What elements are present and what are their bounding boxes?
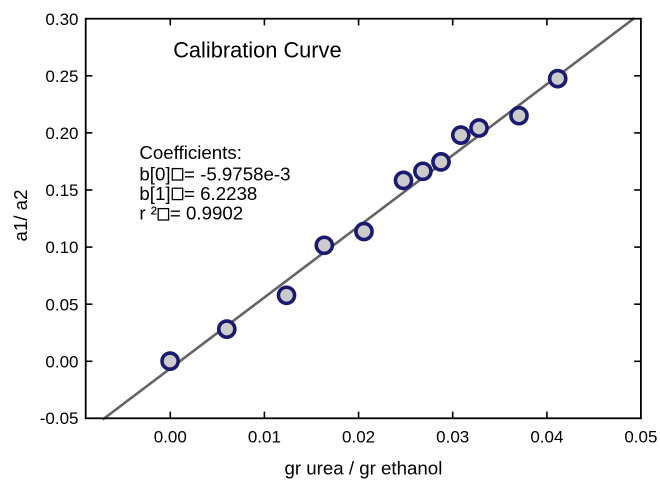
- svg-text:Calibration Curve: Calibration Curve: [173, 38, 341, 63]
- svg-text:Coefficients:: Coefficients:: [139, 142, 242, 163]
- svg-text:= 0.9902: = 0.9902: [170, 203, 243, 224]
- svg-text:0.03: 0.03: [436, 427, 469, 446]
- svg-text:0.20: 0.20: [45, 124, 78, 143]
- svg-text:= -5.9758e-3: = -5.9758e-3: [184, 163, 291, 184]
- svg-text:0.01: 0.01: [248, 427, 281, 446]
- svg-text:0.00: 0.00: [154, 427, 187, 446]
- svg-text:b[1]: b[1]: [139, 183, 170, 204]
- svg-text:0.30: 0.30: [45, 10, 78, 29]
- svg-text:-0.05: -0.05: [40, 409, 79, 428]
- svg-text:0.10: 0.10: [45, 238, 78, 257]
- svg-text:a1/ a2: a1/ a2: [10, 190, 31, 242]
- svg-text:0.15: 0.15: [45, 181, 78, 200]
- svg-text:0.00: 0.00: [45, 352, 78, 371]
- svg-text:gr urea / gr ethanol: gr urea / gr ethanol: [284, 458, 442, 479]
- svg-text:0.02: 0.02: [342, 427, 375, 446]
- svg-text:0.05: 0.05: [45, 295, 78, 314]
- svg-text:0.25: 0.25: [45, 67, 78, 86]
- svg-text:r ²: r ²: [139, 203, 157, 224]
- svg-text:0.05: 0.05: [624, 427, 657, 446]
- svg-text:= 6.2238: = 6.2238: [184, 183, 257, 204]
- svg-text:b[0]: b[0]: [139, 163, 170, 184]
- svg-text:0.04: 0.04: [530, 427, 563, 446]
